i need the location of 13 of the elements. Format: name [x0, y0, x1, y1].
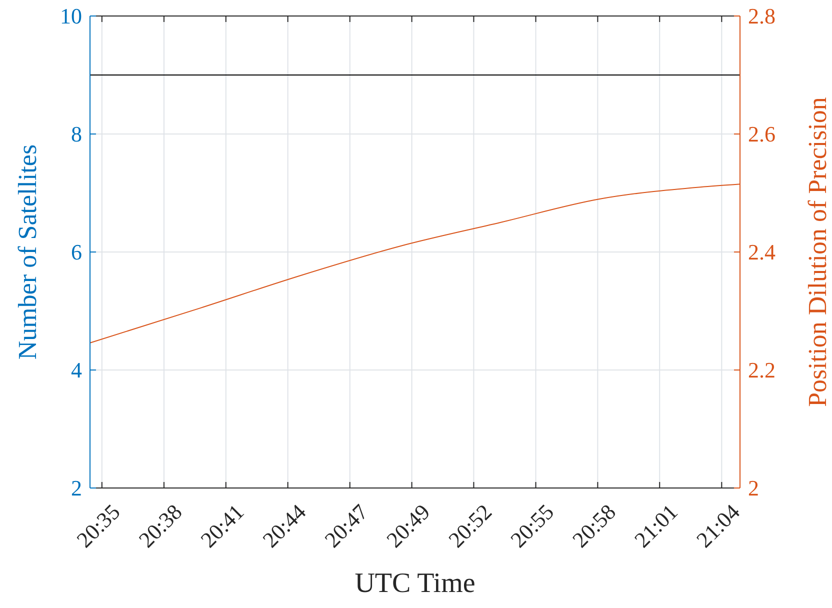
y2-tick-label: 2.2 [748, 358, 776, 382]
y-tick-label: 8 [71, 122, 82, 146]
y-tick-label: 10 [60, 4, 82, 28]
y2-tick-label: 2.6 [748, 122, 776, 146]
y-tick-label: 2 [71, 476, 82, 500]
y-tick-label: 6 [71, 240, 82, 264]
x-axis-title: UTC Time [354, 568, 476, 599]
y-axis-title: Number of Satellites [13, 144, 42, 360]
y2-tick-label: 2 [748, 476, 759, 500]
y2-tick-label: 2.8 [748, 4, 776, 28]
y-tick-label: 4 [71, 358, 82, 382]
y2-axis-title: Position Dilution of Precision [803, 97, 832, 407]
y2-tick-label: 2.4 [748, 240, 776, 264]
